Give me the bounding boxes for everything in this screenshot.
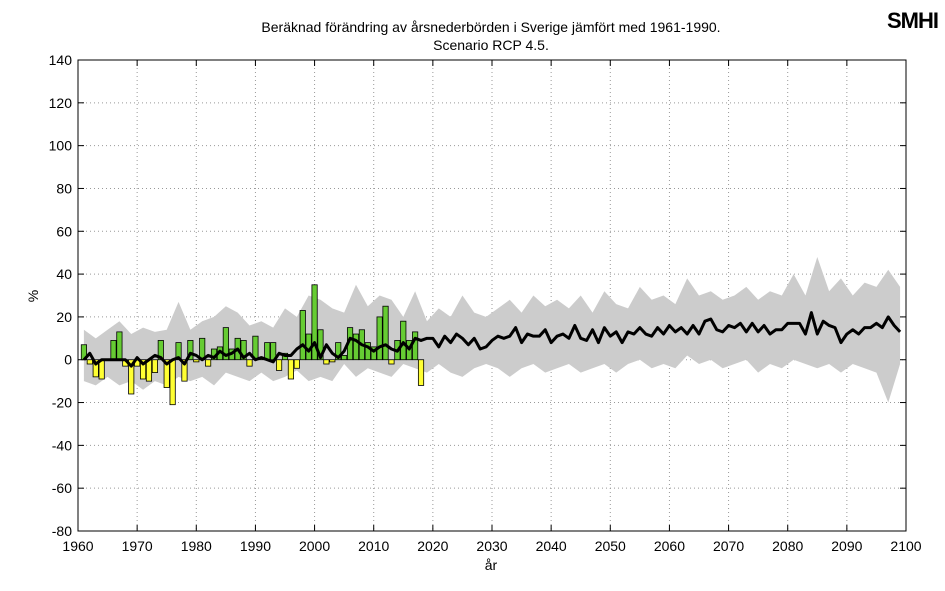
bar (382, 305, 389, 361)
bar (151, 359, 158, 373)
bar (128, 359, 135, 395)
bar (86, 359, 93, 365)
bar (287, 359, 294, 380)
x-tick-label: 2050 (595, 538, 626, 554)
bar (370, 346, 377, 361)
y-axis-label: % (25, 290, 41, 302)
y-tick-label: 100 (49, 138, 73, 154)
bar (169, 359, 176, 406)
bar (240, 340, 247, 361)
y-tick-label: 40 (56, 266, 72, 282)
y-tick-label: 80 (56, 180, 72, 196)
y-tick-label: 20 (56, 309, 72, 325)
chart-subtitle: Scenario RCP 4.5. (433, 37, 549, 53)
bar (264, 342, 271, 361)
x-tick-label: 2040 (536, 538, 567, 554)
trend-line (82, 311, 902, 368)
bar (323, 359, 330, 365)
bar (276, 359, 283, 371)
bar (193, 359, 200, 363)
bar (329, 359, 336, 363)
x-tick-label: 1980 (181, 538, 212, 554)
y-tick-label: -20 (52, 395, 72, 411)
bar (364, 342, 371, 361)
x-tick-label: 2080 (772, 538, 803, 554)
bar (299, 310, 306, 361)
bar (139, 359, 147, 380)
bar (199, 337, 206, 361)
bar (388, 359, 395, 365)
bar (293, 359, 300, 369)
bar (205, 359, 212, 367)
x-tick-label: 2010 (358, 538, 389, 554)
bar (163, 359, 170, 388)
x-tick-label: 2060 (654, 538, 685, 554)
bar (317, 329, 324, 361)
x-tick-label: 2030 (476, 538, 507, 554)
bar (412, 331, 419, 361)
bar (222, 327, 229, 361)
x-tick-label: 1990 (240, 538, 271, 554)
bar (417, 359, 425, 386)
bar (92, 359, 99, 378)
y-tick-label: 120 (49, 95, 73, 111)
y-tick-label: -80 (52, 523, 72, 539)
x-tick-label: 2020 (417, 538, 448, 554)
x-tick-label: 2000 (299, 538, 330, 554)
y-tick-label: 60 (56, 223, 72, 239)
bar (145, 359, 153, 382)
bar (341, 355, 348, 361)
x-tick-label: 1970 (122, 538, 153, 554)
bar (400, 320, 407, 361)
y-tick-label: -40 (52, 437, 72, 453)
x-tick-label: 2100 (890, 538, 921, 554)
x-tick-label: 2070 (713, 538, 744, 554)
bar (246, 359, 253, 367)
logo: SMHI (887, 8, 938, 33)
bar (116, 331, 123, 361)
y-tick-label: 0 (64, 352, 72, 368)
bar (352, 333, 360, 361)
x-axis-label: år (485, 557, 498, 573)
y-tick-label: -60 (52, 480, 72, 496)
bar (376, 316, 383, 361)
bar (187, 340, 194, 361)
bar (311, 284, 318, 361)
bar (110, 340, 117, 361)
bar (181, 359, 188, 382)
bar (335, 342, 342, 361)
x-tick-label: 1960 (62, 538, 93, 554)
chart-title: Beräknad förändring av årsnederbörden i … (261, 19, 720, 35)
x-tick-label: 2090 (831, 538, 862, 554)
y-tick-label: 140 (49, 52, 73, 68)
